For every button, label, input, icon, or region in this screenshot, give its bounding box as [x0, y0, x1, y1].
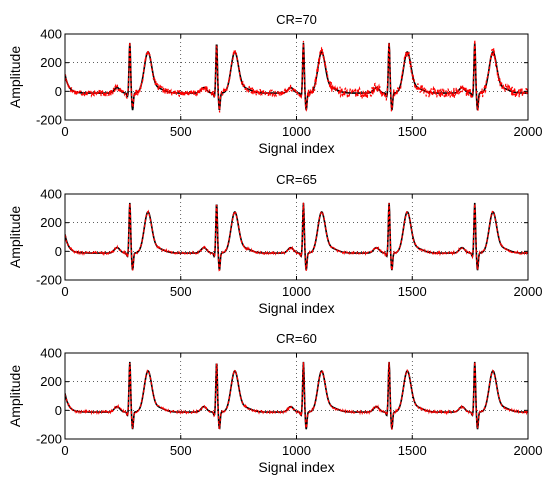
x-tick-label: 2000 — [514, 443, 543, 458]
x-tick-label: 500 — [170, 284, 192, 299]
series-original — [65, 202, 528, 271]
y-tick-label: -200 — [36, 432, 62, 447]
x-tick-label: 0 — [61, 124, 68, 139]
x-tick-label: 0 — [61, 443, 68, 458]
x-tick-label: 500 — [170, 443, 192, 458]
x-tick-label: 500 — [170, 124, 192, 139]
y-tick-label: 200 — [40, 374, 62, 389]
x-tick-label: 2000 — [514, 124, 543, 139]
y-tick-label: -200 — [36, 113, 62, 128]
y-tick-label: -200 — [36, 273, 62, 288]
x-axis-label: Signal index — [258, 300, 334, 316]
x-tick-label: 1500 — [398, 124, 427, 139]
x-tick-label: 1000 — [282, 443, 311, 458]
x-tick-label: 1000 — [282, 124, 311, 139]
y-tick-label: 200 — [40, 215, 62, 230]
y-tick-label: 400 — [40, 346, 62, 361]
x-tick-label: 1000 — [282, 284, 311, 299]
y-tick-label: 0 — [55, 403, 62, 418]
x-tick-label: 2000 — [514, 284, 543, 299]
series-original — [65, 42, 528, 111]
x-axis-label: Signal index — [258, 140, 334, 156]
x-tick-label: 1500 — [398, 443, 427, 458]
series-reconstructed — [65, 361, 528, 431]
y-tick-label: 0 — [55, 244, 62, 259]
chart-title: CR=60 — [276, 331, 317, 346]
x-tick-label: 1500 — [398, 284, 427, 299]
series-reconstructed — [65, 202, 528, 272]
x-axis-label: Signal index — [258, 459, 334, 475]
x-tick-label: 0 — [61, 284, 68, 299]
series-reconstructed — [65, 39, 528, 113]
chart-title: CR=65 — [276, 172, 317, 187]
y-tick-label: 400 — [40, 187, 62, 202]
y-tick-label: 0 — [55, 84, 62, 99]
chart-title: CR=70 — [276, 12, 317, 27]
y-axis-label: Amplitude — [7, 365, 23, 427]
series-original — [65, 361, 528, 430]
y-tick-label: 200 — [40, 55, 62, 70]
y-axis-label: Amplitude — [7, 206, 23, 268]
y-tick-label: 400 — [40, 27, 62, 42]
y-axis-label: Amplitude — [7, 46, 23, 108]
